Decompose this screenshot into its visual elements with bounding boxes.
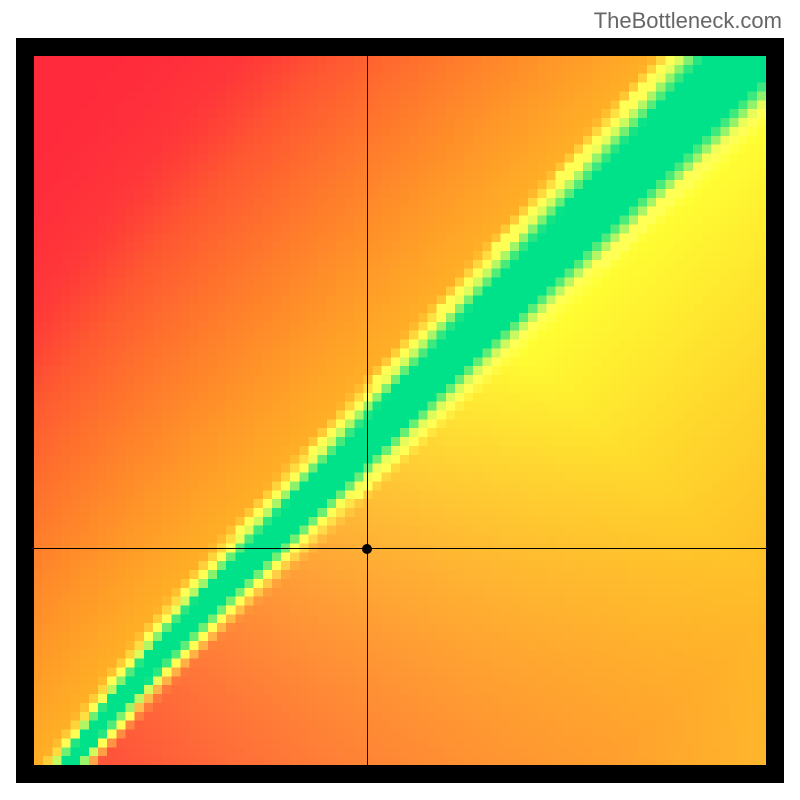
crosshair-vertical: [367, 56, 368, 765]
crosshair-marker: [362, 544, 372, 554]
watermark-text: TheBottleneck.com: [594, 8, 782, 34]
chart-frame: [16, 38, 784, 783]
crosshair-horizontal: [34, 548, 766, 549]
